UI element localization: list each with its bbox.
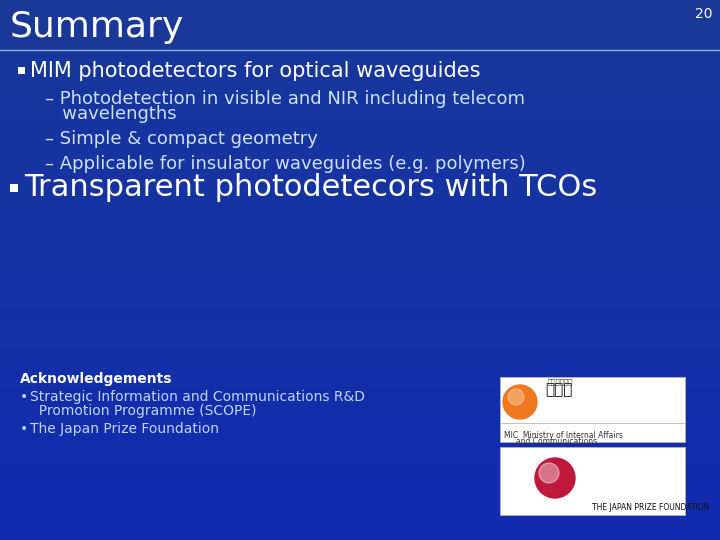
Bar <box>500 377 685 442</box>
Bar <box>0 0 720 50</box>
Text: wavelengths: wavelengths <box>45 105 176 123</box>
Circle shape <box>535 458 575 498</box>
Text: Promotion Programme (SCOPE): Promotion Programme (SCOPE) <box>30 404 256 418</box>
Text: and Communications: and Communications <box>504 437 597 447</box>
Text: Transparent photodetecors with TCOs: Transparent photodetecors with TCOs <box>24 173 598 202</box>
Text: •: • <box>20 390 28 404</box>
Text: Summary: Summary <box>10 10 184 44</box>
Text: 総務省: 総務省 <box>545 382 572 397</box>
Bar <box>10 184 18 192</box>
Text: そうここにも: そうここにも <box>548 379 574 386</box>
Text: – Applicable for insulator waveguides (e.g. polymers): – Applicable for insulator waveguides (e… <box>45 155 526 173</box>
Text: THE JAPAN PRIZE FOUNDATION: THE JAPAN PRIZE FOUNDATION <box>592 503 709 511</box>
Text: Strategic Information and Communications R&D: Strategic Information and Communications… <box>30 390 365 404</box>
Circle shape <box>508 389 524 405</box>
Circle shape <box>539 463 559 483</box>
Bar <box>500 447 685 515</box>
Circle shape <box>533 456 577 500</box>
Text: – Photodetection in visible and NIR including telecom: – Photodetection in visible and NIR incl… <box>45 90 525 108</box>
Circle shape <box>503 385 537 419</box>
Text: 20: 20 <box>695 7 712 21</box>
Text: MIM photodetectors for optical waveguides: MIM photodetectors for optical waveguide… <box>30 61 480 81</box>
Text: •: • <box>20 422 28 436</box>
Bar <box>18 67 25 74</box>
Text: Acknowledgements: Acknowledgements <box>20 372 173 386</box>
Text: – Simple & compact geometry: – Simple & compact geometry <box>45 130 318 148</box>
Text: The Japan Prize Foundation: The Japan Prize Foundation <box>30 422 219 436</box>
Text: MIC  Ministry of Internal Affairs: MIC Ministry of Internal Affairs <box>504 430 623 440</box>
